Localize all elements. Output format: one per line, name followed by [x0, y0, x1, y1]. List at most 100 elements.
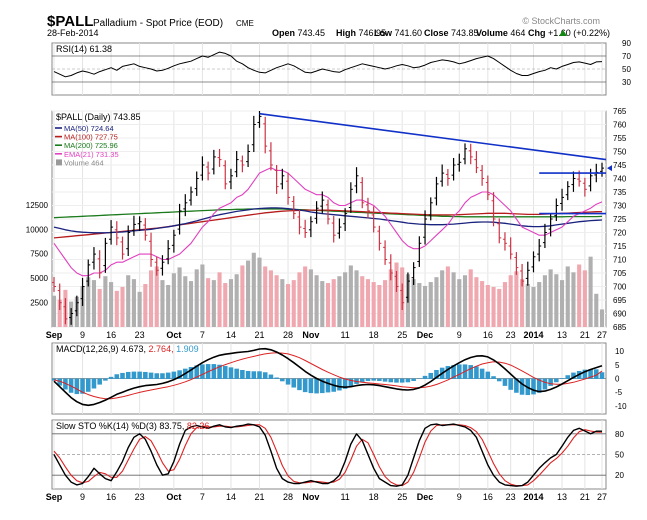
macd-histogram-bar [268, 374, 274, 379]
x-tick-label: 18 [369, 330, 379, 340]
price-tick-label: 720 [613, 229, 627, 238]
x-tick-label: 2014 [523, 492, 543, 502]
watermark: © StockCharts.com [522, 16, 600, 26]
macd-histogram-bar [280, 378, 285, 382]
volume-bar [365, 279, 371, 327]
price-tick-label: 750 [613, 148, 627, 157]
macd-histogram-bar [103, 378, 108, 381]
price-tick-label: 765 [613, 107, 627, 116]
macd-histogram-bar [428, 372, 434, 379]
sto-tick-label: 80 [615, 430, 624, 439]
macd-histogram-bar [599, 372, 605, 379]
macd-histogram-bar [51, 378, 57, 381]
macd-histogram-bar [85, 378, 91, 392]
volume-bar [514, 271, 519, 327]
price-tick-label: 710 [613, 256, 627, 265]
volume-bar [588, 256, 593, 327]
volume-bar [223, 283, 228, 327]
macd-histogram-bar [274, 377, 279, 379]
volume-bar [91, 280, 97, 327]
volume-bar [525, 284, 530, 327]
volume-bar [154, 266, 159, 327]
sto-k-line [53, 423, 602, 487]
volume-bar [211, 280, 216, 327]
macd-histogram-bar [120, 372, 125, 379]
volume-bar [246, 260, 251, 327]
volume-bar [331, 279, 336, 327]
volume-bar [337, 276, 342, 327]
macd-histogram-bar [519, 378, 525, 395]
macd-tick-label: 0 [615, 375, 620, 384]
x-tick-label: 9 [80, 492, 85, 502]
volume-bar [542, 275, 547, 327]
legend-entry: Volume 464 [64, 158, 104, 167]
macd-histogram-bar [457, 364, 462, 379]
x-tick-label: 21 [580, 492, 590, 502]
x-tick-label: Dec [417, 330, 434, 340]
macd-histogram-bar [251, 371, 257, 379]
volume-bar [217, 272, 222, 327]
legend-swatch [56, 159, 62, 166]
volume-bar [497, 288, 502, 327]
macd-histogram-bar [571, 372, 576, 379]
macd-histogram-bar [479, 368, 485, 379]
volume-bar [171, 273, 176, 327]
volume-bar [131, 279, 136, 327]
x-tick-label: Sep [46, 492, 63, 502]
volume-bar [103, 276, 108, 327]
volume-bar [268, 270, 273, 327]
volume-bar [582, 270, 587, 327]
macd-histogram-bar [217, 364, 222, 379]
volume-bar [206, 278, 211, 327]
volume-bar [508, 275, 513, 327]
macd-histogram-bar [302, 378, 308, 393]
volume-bar [126, 275, 131, 327]
volume-bar [183, 276, 188, 327]
volume-bar [383, 280, 388, 327]
volume-bar [377, 284, 382, 327]
volume-bar [325, 283, 331, 327]
volume-bar [537, 282, 542, 327]
macd-histogram-bar [491, 376, 496, 379]
volume-tick-label: 7500 [30, 250, 48, 259]
macd-histogram-bar [57, 378, 62, 386]
sto-tick-label: 20 [615, 471, 624, 480]
ema21-line [53, 167, 603, 277]
volume-bar [177, 267, 182, 327]
macd-histogram-bar [405, 378, 411, 383]
trendline [259, 112, 607, 161]
macd-histogram-bar [445, 366, 451, 379]
macd-histogram-bar [74, 378, 80, 395]
macd-histogram-bar [359, 378, 365, 382]
volume-bar [320, 281, 325, 327]
volume-bar [354, 270, 359, 327]
x-tick-label: 7 [200, 492, 205, 502]
x-tick-label: Nov [302, 330, 319, 340]
ohlc-chg: Chg +1.60 (+0.22%) [528, 28, 610, 38]
legend-entry: EMA(21) 731.35 [64, 150, 119, 159]
macd-histogram-bar [137, 371, 142, 379]
x-tick-label: 9 [80, 330, 85, 340]
volume-bar [531, 286, 536, 327]
x-tick-label: 16 [106, 492, 116, 502]
volume-bar [394, 262, 399, 327]
volume-bar [257, 257, 262, 327]
x-tick-label: 28 [283, 492, 293, 502]
macd-histogram-bar [411, 378, 416, 381]
macd-histogram-bar [160, 373, 165, 379]
volume-bar [86, 277, 91, 327]
volume-bar [200, 264, 205, 327]
macd-histogram-bar [548, 378, 553, 386]
macd-histogram-bar [496, 378, 502, 382]
macd-histogram-bar [114, 374, 120, 379]
volume-bar [251, 252, 256, 327]
x-tick-label: 27 [597, 492, 607, 502]
x-tick-label: 13 [557, 330, 567, 340]
volume-bar [148, 270, 154, 327]
macd-histogram-bar [297, 378, 302, 391]
rsi-title: RSI(14) 61.38 [56, 44, 112, 54]
volume-bar [360, 276, 365, 327]
volume-bar [308, 269, 313, 327]
macd-histogram-bar [177, 370, 182, 379]
